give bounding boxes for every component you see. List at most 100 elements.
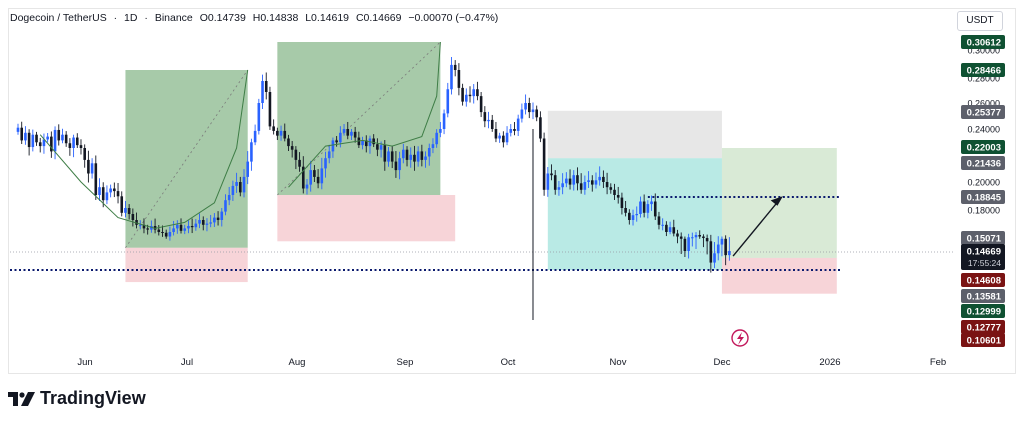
candle-body [61,134,64,141]
x-tick-label: Jul [181,357,193,368]
countdown-label: 17:55:24 [968,258,1001,268]
high-value: H0.14838 [252,12,299,24]
interval[interactable]: 1D [124,12,138,24]
currency-button[interactable]: USDT [957,11,1003,31]
candle-body [661,224,664,226]
symbol-header[interactable]: Dogecoin / TetherUS · 1D · Binance O0.14… [10,12,502,24]
price-badge-label: 0.12777 [967,323,1001,334]
price-badge [961,140,1005,154]
price-badge [961,289,1005,303]
candle-body [702,236,705,239]
candle-body [598,176,601,181]
candle-body [157,229,161,232]
zones-layer [125,41,837,294]
candle-body [553,175,557,190]
candle-body [172,228,175,232]
horizontal-lines-layer [10,195,955,271]
candle-body [502,135,505,143]
separator: · [113,12,118,24]
candle-body [535,109,538,118]
candle-body [301,166,305,189]
candle-body [620,197,624,208]
candle-body [550,173,553,176]
price-badge [961,105,1005,119]
candle-body [146,228,149,230]
price-badge-label: 0.13581 [967,292,1002,303]
candle-body [583,182,587,190]
tradingview-logo-icon [8,391,35,406]
price-badge-label: 0.30612 [967,38,1001,49]
candle-body [31,134,35,148]
candle-body [72,137,75,148]
candle-body [479,96,483,113]
price-badge-label: 0.21436 [967,159,1001,170]
candle-body [531,109,535,113]
candle-body [98,187,101,195]
candle-body [416,151,420,162]
candle-body [68,143,72,148]
x-tick-label: Oct [501,357,516,368]
candle-body [565,178,568,184]
candle-body [264,81,268,92]
candle-body [220,211,224,220]
candle-body [490,119,494,129]
candle-body [242,176,246,193]
candle-body [605,182,609,188]
price-badge [961,35,1005,49]
candle-body [198,220,201,224]
candle-body [653,201,657,217]
price-labels-layer: 0.30612 0.28466 0.25377 0.22003 0.21436 0.188… [961,35,1005,347]
candle-body [205,223,209,225]
candle-body [342,129,346,133]
candle-body [142,224,146,229]
x-tick-label: Dec [714,357,731,368]
symbol-name[interactable]: Dogecoin / TetherUS [10,12,107,24]
candle-body [324,158,327,169]
candle-body [94,163,98,195]
candle-body [498,135,501,139]
candle-body [527,103,531,113]
annotations-layer [731,196,783,347]
candle-body [290,146,294,150]
candle-body [720,238,724,245]
candle-body [90,163,94,174]
candle-body [557,187,561,190]
candle-body [402,149,405,159]
candle-body [516,118,520,131]
y-tick-label: 0.30000 [967,46,1000,56]
candle-body [520,109,524,119]
candle-body [42,139,46,147]
candle-body [331,140,335,152]
candle-body [576,175,579,184]
candle-body [246,161,250,177]
candle-body [209,222,212,224]
candle-body [568,178,572,185]
candle-body [609,187,613,190]
candle-body [679,236,683,239]
zone-diagonal [125,69,249,248]
candle-body [672,227,676,234]
candle-body [687,237,690,251]
candle-body [346,129,350,136]
candle-body [164,232,168,237]
candle-body [379,145,383,150]
x-tick-label: Nov [610,357,627,368]
candle-body [442,113,446,129]
arrow-head-icon [770,196,783,206]
candle-body [639,201,642,214]
candle-body [361,140,364,146]
candle-body [524,103,527,110]
price-badge-label: 0.10601 [967,336,1002,347]
candle-body [376,144,379,150]
price-badge-label: 0.18845 [967,193,1002,204]
candle-body [120,196,124,213]
candle-body [179,224,183,231]
zone-red-7 [721,257,837,294]
candles-layer [16,57,731,320]
candle-body [709,241,713,263]
projection-arrow [732,197,782,257]
price-badge [961,244,1005,270]
low-value: L0.14619 [305,12,350,24]
candle-body [261,81,264,103]
